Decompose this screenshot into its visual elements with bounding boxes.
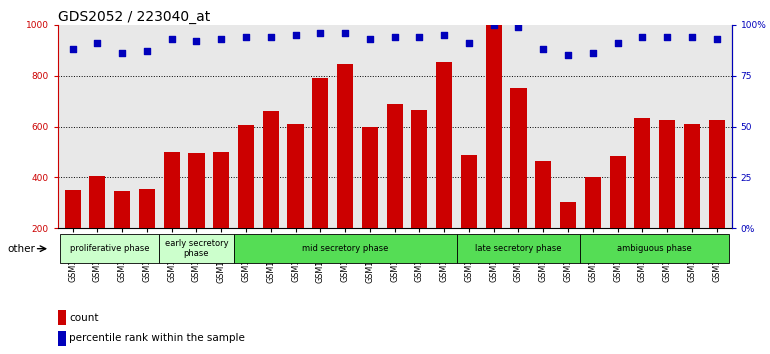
Point bbox=[661, 34, 673, 40]
Point bbox=[438, 32, 450, 38]
Bar bbox=[313, 78, 328, 279]
Point bbox=[587, 51, 599, 56]
Text: other: other bbox=[8, 244, 35, 254]
Point bbox=[290, 32, 302, 38]
Bar bbox=[584, 177, 601, 279]
Point bbox=[190, 38, 203, 44]
Bar bbox=[659, 120, 675, 279]
Point bbox=[239, 34, 252, 40]
Point bbox=[66, 46, 79, 52]
Bar bbox=[287, 124, 303, 279]
Point bbox=[116, 51, 129, 56]
Bar bbox=[233, 234, 457, 263]
Bar bbox=[60, 234, 159, 263]
Point bbox=[166, 36, 178, 42]
Bar bbox=[189, 153, 205, 279]
Bar bbox=[535, 161, 551, 279]
Text: percentile rank within the sample: percentile rank within the sample bbox=[69, 333, 245, 343]
Point bbox=[463, 40, 475, 46]
Bar bbox=[461, 155, 477, 279]
Bar bbox=[708, 120, 725, 279]
Text: ambiguous phase: ambiguous phase bbox=[618, 244, 692, 253]
Bar bbox=[684, 124, 700, 279]
Bar bbox=[457, 234, 581, 263]
Bar bbox=[213, 152, 229, 279]
Point bbox=[711, 36, 723, 42]
Bar bbox=[164, 152, 179, 279]
Point bbox=[686, 34, 698, 40]
Point bbox=[388, 34, 400, 40]
Bar bbox=[89, 176, 105, 279]
Bar bbox=[387, 104, 403, 279]
Point bbox=[562, 52, 574, 58]
Bar bbox=[411, 110, 427, 279]
Text: GDS2052 / 223040_at: GDS2052 / 223040_at bbox=[58, 10, 210, 24]
Bar bbox=[581, 234, 729, 263]
Bar bbox=[337, 64, 353, 279]
Bar bbox=[436, 62, 452, 279]
Bar bbox=[263, 111, 279, 279]
Bar bbox=[362, 127, 378, 279]
Text: early secretory
phase: early secretory phase bbox=[165, 239, 228, 258]
Text: proliferative phase: proliferative phase bbox=[70, 244, 149, 253]
Text: mid secretory phase: mid secretory phase bbox=[302, 244, 388, 253]
Point bbox=[487, 22, 500, 28]
Point bbox=[363, 36, 376, 42]
Bar bbox=[159, 234, 233, 263]
Point bbox=[314, 30, 326, 36]
Bar bbox=[238, 125, 254, 279]
Point bbox=[215, 36, 227, 42]
Point bbox=[512, 24, 524, 30]
Point bbox=[265, 34, 277, 40]
Bar bbox=[114, 192, 130, 279]
Point bbox=[611, 40, 624, 46]
Bar bbox=[139, 189, 155, 279]
Point bbox=[636, 34, 648, 40]
Bar bbox=[65, 190, 81, 279]
Text: late secretory phase: late secretory phase bbox=[475, 244, 562, 253]
Bar bbox=[560, 202, 576, 279]
Bar bbox=[511, 88, 527, 279]
Point bbox=[537, 46, 550, 52]
Point bbox=[91, 40, 103, 46]
Text: count: count bbox=[69, 313, 99, 323]
Bar bbox=[58, 310, 66, 325]
Bar bbox=[58, 331, 66, 346]
Point bbox=[141, 48, 153, 54]
Bar bbox=[486, 25, 502, 279]
Point bbox=[339, 30, 351, 36]
Bar bbox=[610, 156, 625, 279]
Point bbox=[413, 34, 426, 40]
Bar bbox=[634, 118, 651, 279]
